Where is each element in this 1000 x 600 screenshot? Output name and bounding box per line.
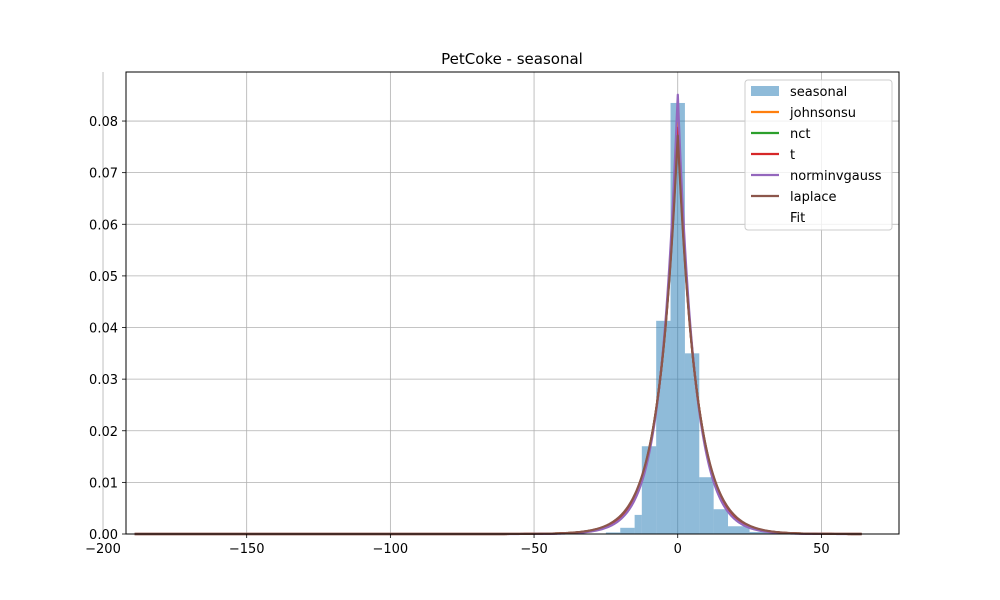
- histogram-bar: [605, 532, 621, 534]
- chart-title: PetCoke - seasonal: [441, 50, 583, 68]
- legend-label: norminvgauss: [790, 169, 882, 184]
- histogram-bar: [670, 102, 685, 534]
- y-tick-label: 0.02: [89, 425, 118, 440]
- x-axis-ticks: −200 −150 −100 −50 0 50: [85, 534, 830, 557]
- legend-label: t: [790, 148, 795, 163]
- x-tick-label: 0: [674, 542, 682, 557]
- histogram-bar: [728, 526, 750, 534]
- x-tick-label: −200: [85, 542, 121, 557]
- legend-box: [744, 79, 893, 231]
- legend-label: Fit: [790, 211, 805, 226]
- y-tick-label: 0.08: [89, 115, 118, 130]
- x-tick-label: −100: [373, 542, 409, 557]
- legend-label: seasonal: [790, 85, 847, 100]
- histogram-bar: [699, 477, 714, 534]
- y-axis-ticks: 0.00 0.01 0.02 0.03 0.04 0.05 0.06 0.07 0.08: [89, 115, 126, 543]
- legend-label: nct: [790, 127, 810, 142]
- y-tick-label: 0.07: [89, 167, 118, 182]
- legend-label: laplace: [790, 190, 837, 205]
- y-tick-label: 0.05: [89, 270, 118, 285]
- x-tick-label: −50: [520, 542, 547, 557]
- histogram-bar: [641, 446, 657, 534]
- y-tick-label: 0.03: [89, 373, 118, 388]
- x-tick-label: 50: [813, 542, 830, 557]
- legend-label: johnsonsu: [789, 106, 856, 121]
- x-tick-label: −150: [229, 542, 265, 557]
- y-tick-label: 0.04: [89, 322, 118, 337]
- histogram-bar: [620, 527, 635, 534]
- histogram-bar: [749, 531, 779, 534]
- legend-swatch-seasonal: [751, 86, 779, 96]
- grid-lines: [102, 72, 899, 535]
- y-tick-label: 0.01: [89, 476, 118, 491]
- y-tick-label: 0.00: [89, 528, 118, 543]
- histogram-bar: [634, 514, 642, 534]
- histogram-bar: [713, 509, 729, 534]
- legend: seasonal johnsonsu nct t norminvgauss laplace…: [744, 79, 893, 231]
- plot-frame: [125, 71, 900, 535]
- y-tick-label: 0.06: [89, 218, 118, 233]
- histogram-bar: [684, 353, 700, 534]
